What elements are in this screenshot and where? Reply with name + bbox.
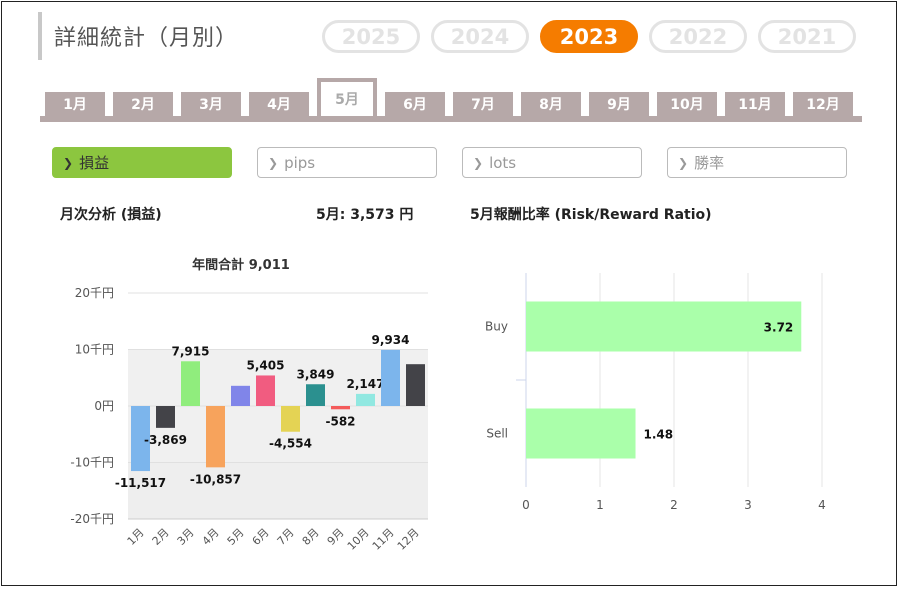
metric-label: pips xyxy=(284,153,316,172)
month-tab-2[interactable]: 2月 xyxy=(113,92,173,116)
metric-label: lots xyxy=(489,153,517,172)
y-tick-label: 0円 xyxy=(94,399,114,413)
metric-label: 損益 xyxy=(79,154,110,172)
bar-2[interactable] xyxy=(156,406,175,428)
x-tick-label: 12月 xyxy=(395,526,422,553)
x-tick-label: 0 xyxy=(522,498,530,512)
x-tick-label: 2月 xyxy=(150,526,172,548)
y-tick-label: -20千円 xyxy=(70,512,114,526)
metric-button-win-rate[interactable]: ❯ 勝率 xyxy=(667,147,847,178)
metric-button-pips[interactable]: ❯ pips xyxy=(257,147,437,178)
x-tick-label: 10月 xyxy=(345,526,372,553)
data-label: 1.48 xyxy=(644,428,674,442)
y-tick-label: 10千円 xyxy=(75,343,114,357)
chevron-right-icon: ❯ xyxy=(268,155,279,170)
month-tabs-baseline xyxy=(40,116,862,122)
bar-8[interactable] xyxy=(306,384,325,406)
month-tab-11[interactable]: 11月 xyxy=(725,92,785,116)
month-tab-9[interactable]: 9月 xyxy=(589,92,649,116)
x-tick-label: 3 xyxy=(744,498,752,512)
data-label: 3,849 xyxy=(297,367,335,381)
bar-11[interactable] xyxy=(381,349,400,406)
x-tick-label: 8月 xyxy=(300,526,322,548)
bar-5[interactable] xyxy=(231,385,250,406)
data-label: -11,517 xyxy=(115,476,166,490)
monthly-analysis-title: 月次分析 (損益) xyxy=(60,207,162,223)
selected-month-value: 5月: 3,573 円 xyxy=(316,207,414,223)
metric-label: 勝率 xyxy=(694,154,725,172)
month-tab-6[interactable]: 6月 xyxy=(385,92,445,116)
bar-10[interactable] xyxy=(356,393,375,406)
data-label: -3,869 xyxy=(144,433,187,447)
data-label: 3.72 xyxy=(764,321,794,335)
year-button-2021[interactable]: 2021 xyxy=(758,20,856,53)
risk-reward-chart: 0 1 2 3 4 Buy 3.72 Sell 1.48 xyxy=(485,273,826,512)
chevron-right-icon: ❯ xyxy=(473,155,484,170)
x-tick-label: 4月 xyxy=(200,526,222,548)
x-tick-label: 5月 xyxy=(225,526,247,548)
month-tab-4[interactable]: 4月 xyxy=(249,92,309,116)
x-tick-label: 1 xyxy=(596,498,604,512)
x-tick-label: 2 xyxy=(670,498,678,512)
month-tabs: 1月 2月 3月 4月 5月 6月 7月 8月 9月 10月 11月 12月 xyxy=(45,78,853,116)
metric-button-profit[interactable]: ❯ 損益 xyxy=(52,147,232,178)
x-tick-label: 7月 xyxy=(275,526,297,548)
y-tick-label: Buy xyxy=(485,320,508,334)
data-label: 7,915 xyxy=(172,344,210,358)
y-tick-label: -10千円 xyxy=(70,456,114,470)
bar-3[interactable] xyxy=(181,361,200,406)
month-tab-8[interactable]: 8月 xyxy=(521,92,581,116)
risk-reward-title: 5月報酬比率 (Risk/Reward Ratio) xyxy=(470,207,712,223)
x-tick-label: 6月 xyxy=(250,526,272,548)
monthly-pnl-chart: 年間合計 9,011 20千円 10千円 0円 -10千円 -20千円 -11,517 1月 -… xyxy=(70,257,428,553)
y-tick-label: 20千円 xyxy=(75,286,114,300)
year-selector: 2025 2024 2023 2022 2021 xyxy=(322,20,856,53)
bar-buy[interactable] xyxy=(526,301,802,352)
year-button-2022[interactable]: 2022 xyxy=(649,20,747,53)
bar-1[interactable] xyxy=(131,406,150,472)
month-tab-5[interactable]: 5月 xyxy=(317,78,377,116)
month-tab-12[interactable]: 12月 xyxy=(793,92,853,116)
data-label: -10,857 xyxy=(190,472,241,486)
chevron-right-icon: ❯ xyxy=(678,155,689,170)
data-label: -4,554 xyxy=(269,437,312,451)
chevron-right-icon: ❯ xyxy=(63,155,74,170)
data-label: 5,405 xyxy=(247,358,285,372)
x-tick-label: 9月 xyxy=(325,526,347,548)
year-button-2025[interactable]: 2025 xyxy=(322,20,420,53)
data-label: -582 xyxy=(325,414,355,428)
bar-6[interactable] xyxy=(256,375,275,406)
data-label: 2,147 xyxy=(347,377,385,391)
metric-button-lots[interactable]: ❯ lots xyxy=(462,147,642,178)
y-tick-label: Sell xyxy=(486,427,508,441)
month-tab-10[interactable]: 10月 xyxy=(657,92,717,116)
x-tick-label: 4 xyxy=(818,498,826,512)
bar-sell[interactable] xyxy=(526,408,636,459)
month-tab-7[interactable]: 7月 xyxy=(453,92,513,116)
bar-4[interactable] xyxy=(206,406,225,468)
bar-7[interactable] xyxy=(281,406,300,432)
metric-selector: ❯ 損益 ❯ pips ❯ lots ❯ 勝率 xyxy=(52,147,847,178)
bar-9[interactable] xyxy=(331,406,350,410)
year-button-2024[interactable]: 2024 xyxy=(431,20,529,53)
x-tick-label: 11月 xyxy=(370,526,397,553)
bar-12[interactable] xyxy=(406,364,425,406)
page-title: 詳細統計（月別） xyxy=(54,26,239,51)
plot-band xyxy=(128,462,428,519)
data-label: 9,934 xyxy=(372,333,410,347)
chart-title: 年間合計 9,011 xyxy=(192,257,290,273)
x-tick-label: 1月 xyxy=(125,526,147,548)
x-tick-label: 3月 xyxy=(175,526,197,548)
month-tab-3[interactable]: 3月 xyxy=(181,92,241,116)
month-tab-1[interactable]: 1月 xyxy=(45,92,105,116)
title-accent-bar xyxy=(38,12,42,60)
year-button-2023[interactable]: 2023 xyxy=(540,20,638,53)
